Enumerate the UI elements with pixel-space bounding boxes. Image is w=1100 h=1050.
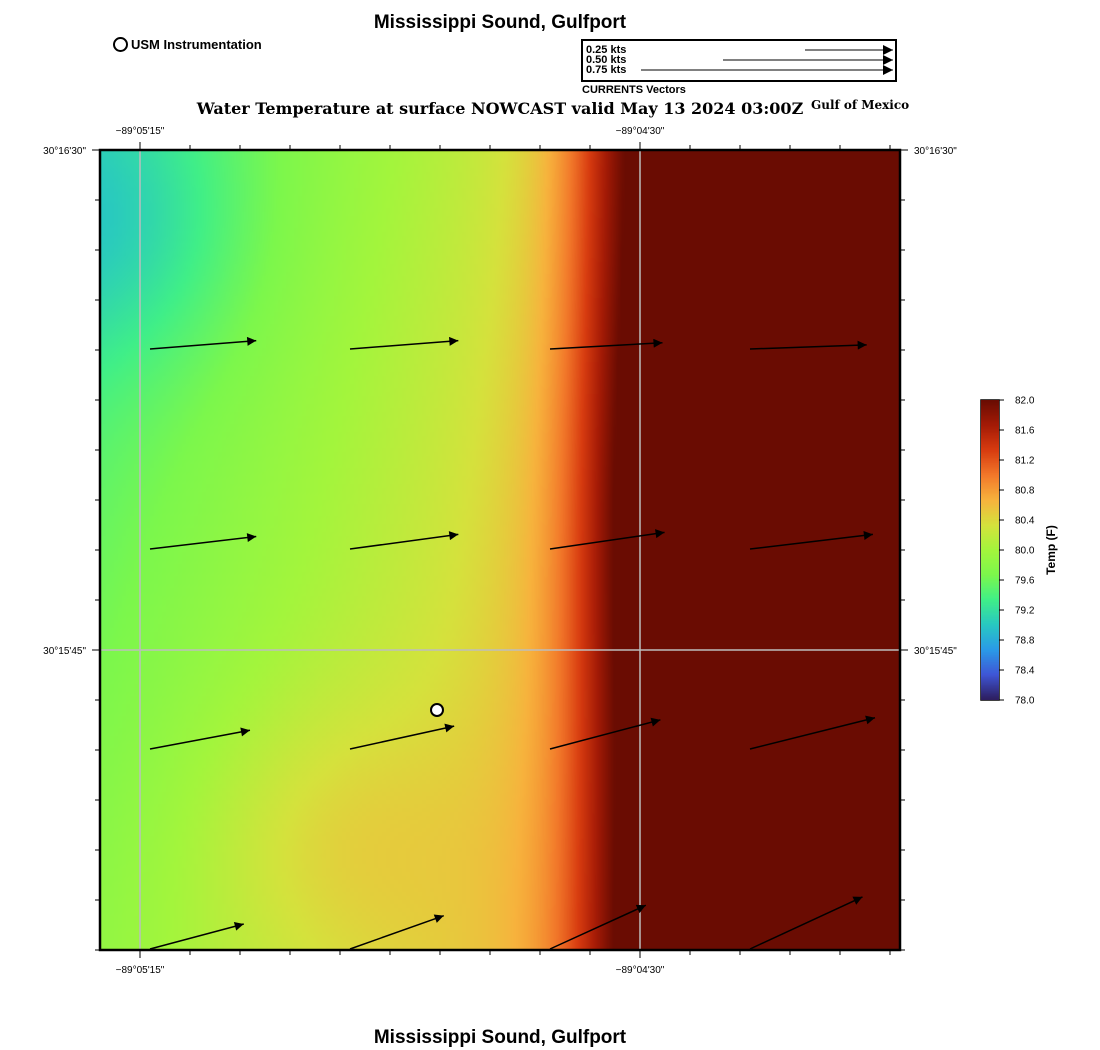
currents-legend-arrows	[641, 45, 893, 75]
current-vector-arrow-icon	[549, 717, 661, 750]
current-vector-arrow-icon	[549, 904, 647, 950]
current-vector-arrow-icon	[749, 896, 863, 950]
station-circle-icon	[113, 37, 128, 52]
colorbar-tick-label: 79.6	[1015, 576, 1035, 587]
currents-legend-caption: CURRENTS Vectors	[582, 84, 686, 96]
lon-label-bottom-2: −89°04'30"	[616, 965, 665, 976]
footer-title: Mississippi Sound, Gulfport	[373, 1027, 627, 1048]
map-subtitle: Water Temperature at surface NOWCAST val…	[196, 99, 804, 118]
temperature-field	[100, 150, 900, 950]
colorbar-tick-label: 78.4	[1015, 666, 1035, 677]
colorbar-tick-label: 81.6	[1015, 426, 1035, 437]
colorbar-tick-label: 80.8	[1015, 486, 1035, 497]
current-vector-arrow-icon	[349, 531, 459, 550]
colorbar-tick-label: 81.2	[1015, 456, 1035, 467]
colorbar-tick-label: 82.0	[1015, 396, 1035, 407]
lat-label-left-1: 30°16'30"	[43, 146, 86, 157]
usm-legend: USM Instrumentation	[113, 37, 262, 52]
usm-station-marker	[430, 703, 444, 717]
current-vector-arrow-icon	[549, 338, 663, 350]
lon-label-bottom-1: −89°05'15"	[116, 965, 165, 976]
current-vectors	[149, 336, 876, 950]
minor-ticks	[92, 142, 908, 958]
lon-label-top-1: −89°05'15"	[116, 126, 165, 137]
current-vector-arrow-icon	[749, 340, 867, 350]
currents-legend-label: 0.75 kts	[586, 64, 627, 76]
current-vector-arrow-icon	[149, 336, 257, 350]
lon-label-top-2: −89°04'30"	[616, 126, 665, 137]
region-label: Gulf of Mexico	[811, 98, 910, 112]
map-title: Mississippi Sound, Gulfport	[373, 12, 627, 33]
current-vector-arrow-icon	[149, 921, 244, 950]
currents-legend-label: 0.50 kts	[586, 54, 627, 66]
current-vector-arrow-icon	[749, 715, 876, 750]
usm-legend-label: USM Instrumentation	[131, 37, 262, 52]
colorbar-label: Temp (F)	[1044, 525, 1058, 575]
colorbar-tick-label: 78.0	[1015, 696, 1035, 707]
current-vector-arrow-icon	[149, 727, 251, 750]
current-vector-arrow-icon	[549, 529, 665, 550]
colorbar-gradient	[981, 400, 999, 700]
colorbar-tick-label: 79.2	[1015, 606, 1035, 617]
lat-label-right-1: 30°16'30"	[914, 146, 957, 157]
lat-label-right-2: 30°15'45"	[914, 646, 957, 657]
current-vector-arrow-icon	[349, 723, 455, 750]
currents-legend-box: 0.25 kts 0.50 kts 0.75 kts	[581, 39, 897, 82]
lat-label-left-2: 30°15'45"	[43, 646, 86, 657]
current-vector-arrow-icon	[349, 336, 459, 350]
colorbar-tick-label: 78.8	[1015, 636, 1035, 647]
current-vector-arrow-icon	[349, 914, 444, 950]
map-frame	[98, 148, 902, 952]
current-vector-arrow-icon	[149, 533, 257, 550]
current-vector-arrow-icon	[749, 531, 873, 550]
colorbar-ticks: 82.0 81.6 81.2 80.8 80.4 80.0 79.6 79.2 78.8 78.4…	[999, 396, 1035, 707]
colorbar-tick-label: 80.4	[1015, 516, 1035, 527]
currents-legend-label: 0.25 kts	[586, 44, 627, 56]
colorbar-tick-label: 80.0	[1015, 546, 1035, 557]
